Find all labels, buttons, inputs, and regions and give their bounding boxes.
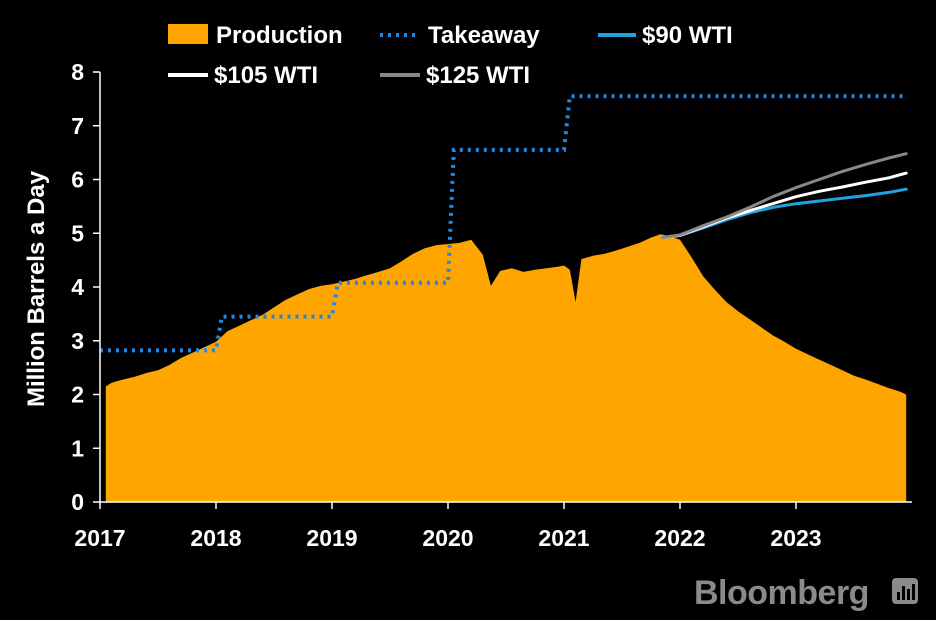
y-tick-label-3: 3 <box>71 328 84 354</box>
x-tick-label-2018: 2018 <box>190 525 241 551</box>
y-tick-label-7: 7 <box>71 113 84 139</box>
x-tick-label-2019: 2019 <box>306 525 357 551</box>
series-area-production <box>105 234 907 503</box>
bloomberg-logo: Bloomberg <box>694 574 918 612</box>
x-tick-label-2023: 2023 <box>770 525 821 551</box>
x-ticks: 2017 2018 2019 2020 2021 2022 2023 <box>74 502 822 551</box>
y-tick-label-0: 0 <box>71 489 84 515</box>
legend-item-125-wti: $125 WTI <box>380 62 530 89</box>
x-tick-label-2020: 2020 <box>422 525 473 551</box>
legend-swatch-production <box>168 24 208 44</box>
y-ticks: 0 1 2 3 4 5 6 7 8 <box>71 59 100 515</box>
legend-item-production: Production <box>168 22 343 49</box>
y-tick-label-5: 5 <box>71 220 84 246</box>
legend: Production Takeaway $90 WTI $105 WTI $12… <box>168 22 733 89</box>
legend-label-production: Production <box>216 22 343 49</box>
legend-item-105-wti: $105 WTI <box>168 62 318 89</box>
legend-item-90-wti: $90 WTI <box>598 22 733 49</box>
legend-item-takeaway: Takeaway <box>380 22 540 49</box>
legend-label-105-wti: $105 WTI <box>214 62 318 89</box>
bloomberg-terminal-icon <box>892 578 918 604</box>
legend-label-takeaway: Takeaway <box>428 22 540 49</box>
series-lines-layer <box>100 94 908 353</box>
y-tick-label-8: 8 <box>71 59 84 85</box>
bloomberg-wordmark: Bloomberg <box>694 574 869 612</box>
legend-label-90-wti: $90 WTI <box>642 22 733 49</box>
y-tick-label-6: 6 <box>71 167 84 193</box>
y-axis-label: Million Barrels a Day <box>23 170 50 407</box>
x-tick-label-2021: 2021 <box>538 525 589 551</box>
legend-label-125-wti: $125 WTI <box>426 62 530 89</box>
series-line-125-wti <box>661 152 908 240</box>
y-tick-label-4: 4 <box>71 274 84 300</box>
y-tick-label-1: 1 <box>71 435 84 461</box>
x-tick-label-2017: 2017 <box>74 525 125 551</box>
x-tick-label-2022: 2022 <box>654 525 705 551</box>
production-area-layer <box>105 234 907 503</box>
y-tick-label-2: 2 <box>71 382 84 408</box>
